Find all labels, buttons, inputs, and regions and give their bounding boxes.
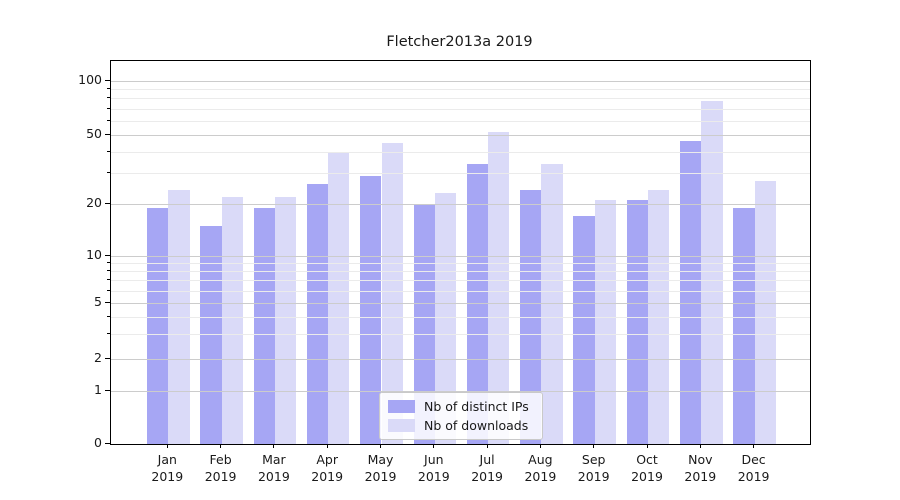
bar-nb-of-distinct-ips-dec-2019	[733, 207, 755, 444]
gridline-major-1	[111, 390, 810, 392]
y-minor-tick-7	[107, 279, 110, 281]
x-tick-label-aug-2019: Aug 2019	[524, 452, 557, 484]
x-tick-may-2019	[380, 444, 381, 448]
x-tick-label-may-2019: May 2019	[364, 452, 397, 484]
gridline-minor-60	[111, 120, 810, 122]
x-tick-oct-2019	[646, 444, 648, 448]
y-tick-label-10: 10	[86, 247, 102, 262]
bar-nb-of-distinct-ips-apr-2019	[306, 184, 329, 444]
x-tick-label-nov-2019: Nov 2019	[684, 452, 717, 484]
y-tick-2	[105, 357, 110, 359]
gridline-minor-90	[111, 89, 810, 91]
y-tick-20	[105, 203, 110, 205]
x-tick-label-jul-2019: Jul 2019	[471, 452, 503, 484]
gridline-minor-6	[111, 290, 810, 292]
gridline-major-20	[111, 204, 810, 206]
gridline-minor-7	[111, 280, 810, 282]
y-tick-label-20: 20	[86, 195, 102, 211]
y-tick-label-0: 0	[94, 435, 102, 450]
y-minor-tick-9	[107, 262, 110, 264]
x-tick-label-oct-2019: Oct 2019	[631, 452, 663, 484]
bar-nb-of-downloads-nov-2019	[701, 101, 723, 444]
gridline-major-10	[111, 256, 810, 257]
x-tick-label-apr-2019: Apr 2019	[311, 452, 344, 484]
bar-nb-of-downloads-apr-2019	[328, 151, 350, 444]
y-tick-label-2: 2	[94, 349, 102, 365]
x-tick-label-sep-2019: Sep 2019	[577, 452, 610, 484]
x-tick-aug-2019	[539, 444, 541, 448]
y-minor-tick-8	[107, 270, 110, 272]
bar-nb-of-distinct-ips-may-2019	[360, 175, 382, 444]
bar-nb-of-downloads-may-2019	[381, 142, 403, 444]
gridline-minor-9	[111, 263, 810, 265]
y-tick-label-50: 50	[86, 125, 102, 141]
y-minor-tick-40	[107, 150, 110, 152]
legend-swatch-nb-of-downloads	[388, 419, 415, 432]
y-minor-tick-30	[107, 172, 110, 174]
y-minor-tick-3	[107, 333, 110, 335]
bar-nb-of-downloads-dec-2019	[754, 181, 776, 444]
x-tick-label-dec-2019: Dec 2019	[737, 452, 770, 484]
y-tick-1	[105, 389, 110, 391]
gridline-major-2	[111, 358, 810, 360]
x-tick-mar-2019	[273, 444, 275, 448]
gridline-major-5	[111, 303, 810, 305]
gridline-minor-70	[111, 108, 810, 110]
y-tick-5	[105, 302, 110, 304]
x-tick-jan-2019	[166, 444, 168, 448]
x-tick-label-jun-2019: Jun 2019	[417, 452, 450, 484]
gridline-minor-30	[111, 173, 810, 175]
gridline-minor-80	[111, 98, 810, 100]
chart-title: Fletcher2013a 2019	[386, 34, 533, 50]
x-tick-feb-2019	[220, 444, 222, 448]
bar-nb-of-downloads-sep-2019	[594, 200, 616, 444]
legend-item-nb-of-downloads: Nb of downloads	[388, 418, 534, 433]
y-tick-label-100: 100	[78, 72, 102, 87]
legend-label-nb-of-downloads: Nb of downloads	[424, 418, 529, 433]
y-minor-tick-60	[107, 119, 110, 121]
bar-nb-of-distinct-ips-nov-2019	[680, 141, 702, 444]
plot-area	[110, 60, 811, 445]
y-tick-100	[105, 80, 110, 81]
bar-nb-of-downloads-jul-2019	[488, 131, 510, 444]
x-tick-jun-2019	[433, 444, 435, 448]
gridline-major-100	[111, 81, 810, 82]
x-tick-sep-2019	[593, 444, 595, 448]
gridline-minor-4	[111, 316, 810, 318]
gridline-minor-8	[111, 271, 810, 273]
y-minor-tick-6	[107, 289, 110, 291]
bar-nb-of-downloads-feb-2019	[221, 196, 243, 444]
legend-swatch-nb-of-distinct-ips	[388, 400, 415, 413]
x-tick-label-mar-2019: Mar 2019	[257, 452, 290, 484]
x-tick-apr-2019	[326, 444, 328, 448]
y-tick-label-5: 5	[94, 294, 102, 310]
y-minor-tick-4	[107, 315, 110, 317]
y-minor-tick-90	[107, 88, 110, 90]
y-tick-label-1: 1	[94, 381, 102, 397]
y-tick-10	[105, 255, 110, 256]
bar-nb-of-distinct-ips-mar-2019	[253, 207, 275, 444]
gridline-minor-3	[111, 334, 810, 336]
legend-item-nb-of-distinct-ips: Nb of distinct IPs	[388, 399, 534, 414]
bar-nb-of-distinct-ips-oct-2019	[626, 200, 648, 444]
bar-nb-of-distinct-ips-sep-2019	[573, 216, 595, 444]
legend: Nb of distinct IPs Nb of downloads	[379, 392, 543, 440]
bar-nb-of-distinct-ips-jan-2019	[147, 207, 169, 444]
y-tick-50	[105, 133, 110, 135]
gridline-major-50	[111, 134, 810, 136]
x-tick-nov-2019	[699, 444, 701, 448]
y-minor-tick-70	[107, 107, 110, 109]
x-tick-dec-2019	[753, 444, 755, 448]
legend-label-nb-of-distinct-ips: Nb of distinct IPs	[424, 399, 529, 414]
x-tick-label-feb-2019: Feb 2019	[204, 452, 237, 484]
gridline-minor-40	[111, 151, 810, 153]
x-tick-jul-2019	[486, 444, 488, 448]
y-minor-tick-80	[107, 97, 110, 99]
x-tick-label-jan-2019: Jan 2019	[151, 452, 184, 484]
bar-nb-of-downloads-mar-2019	[274, 196, 297, 444]
y-tick-0	[105, 443, 110, 444]
